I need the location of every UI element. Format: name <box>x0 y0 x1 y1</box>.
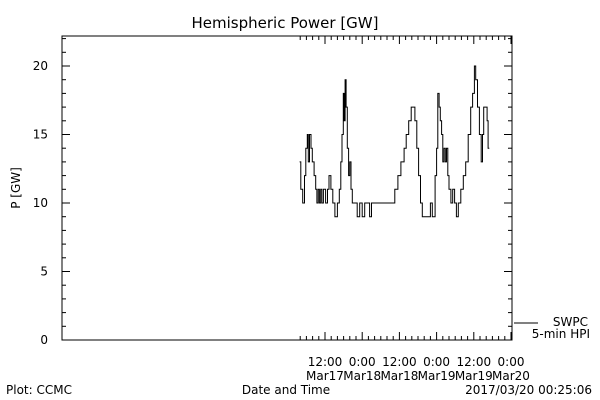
plot-frame <box>61 35 513 341</box>
x-tick-label-date: Mar19 <box>455 369 493 383</box>
x-tick-label-time: 0:00 <box>423 355 450 369</box>
legend-entry-series: 5-min HPI <box>532 327 590 341</box>
chart-title: Hemispheric Power [GW] <box>192 14 379 32</box>
y-axis: 0 5 10 15 20 <box>33 38 512 347</box>
series-line <box>299 65 490 218</box>
x-axis: 12:00Mar170:00Mar1812:00Mar180:00Mar1912… <box>299 36 530 383</box>
x-tick-label-date: Mar18 <box>380 369 418 383</box>
x-tick-label-date: Mar17 <box>306 369 344 383</box>
series-layer <box>299 65 490 218</box>
legend: SWPC 5-min HPI <box>514 315 590 341</box>
plot-timestamp: 2017/03/20 00:25:06 <box>465 383 592 397</box>
x-tick-label-time: 0:00 <box>349 355 376 369</box>
y-tick-label: 0 <box>40 333 48 347</box>
x-tick-label-time: 12:00 <box>308 355 343 369</box>
plot-source: Plot: CCMC <box>6 383 72 397</box>
x-tick-label-date: Mar19 <box>418 369 456 383</box>
x-tick-label-time: 12:00 <box>457 355 492 369</box>
y-tick-label: 20 <box>33 59 48 73</box>
y-tick-label: 5 <box>40 265 48 279</box>
y-tick-label: 15 <box>33 128 48 142</box>
x-tick-label-time: 0:00 <box>498 355 525 369</box>
y-tick-label: 10 <box>33 196 48 210</box>
legend-entry-source: SWPC <box>553 315 588 329</box>
y-axis-label: P [GW] <box>9 167 23 209</box>
x-tick-label-date: Mar18 <box>343 369 381 383</box>
x-axis-label: Date and Time <box>242 383 330 397</box>
x-tick-label-date: Mar20 <box>492 369 530 383</box>
x-tick-label-time: 12:00 <box>382 355 417 369</box>
